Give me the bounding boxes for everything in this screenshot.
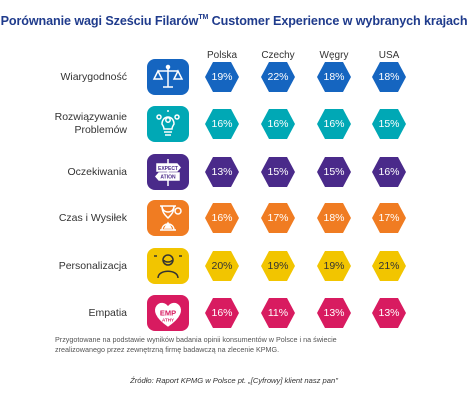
title-trademark: TM (198, 13, 209, 21)
value-label: 19% (211, 71, 233, 83)
value-label: 18% (323, 212, 345, 224)
column-header-węgry: Węgry (319, 50, 349, 61)
column-header-usa: USA (378, 50, 400, 61)
methodology-note: Przygotowane na podstawie wyników badani… (55, 335, 337, 354)
value-label: 19% (323, 260, 345, 272)
title-rest: Customer Experience w wybranych krajach (208, 14, 468, 28)
title-main: Porównanie wagi Sześciu Filarów (0, 14, 199, 28)
column-header-czechy: Czechy (261, 50, 295, 61)
value-hexagon: 13% (371, 297, 407, 329)
value-label: 16% (211, 212, 233, 224)
value-hexagon: 16% (260, 108, 296, 140)
person-icon (146, 247, 190, 285)
value-hexagon: 21% (371, 250, 407, 282)
chart-title: Porównanie wagi Sześciu FilarówTM Custom… (0, 14, 468, 28)
value-hexagon: 18% (316, 202, 352, 234)
value-hexagon: 16% (371, 156, 407, 188)
row-label: Rozwiązywanie Problemów (54, 111, 127, 136)
value-label: 16% (211, 307, 233, 319)
value-hexagon: 17% (371, 202, 407, 234)
row-label: Oczekiwania (67, 165, 127, 178)
value-label: 13% (378, 307, 400, 319)
value-label: 13% (211, 166, 233, 178)
value-label: 20% (211, 260, 233, 272)
expectation-signpost-icon: EXPECT ATION (146, 153, 190, 191)
value-label: 15% (378, 118, 400, 130)
row-label: Wiarygodność (60, 70, 127, 83)
value-label: 13% (323, 307, 345, 319)
value-hexagon: 16% (204, 202, 240, 234)
value-label: 15% (267, 166, 289, 178)
value-label: 16% (323, 118, 345, 130)
value-hexagon: 19% (316, 250, 352, 282)
column-header-polska: Polska (206, 50, 237, 61)
value-label: 17% (267, 212, 289, 224)
value-label: 18% (378, 71, 400, 83)
lightbulb-gears-icon (146, 105, 190, 143)
value-label: 11% (267, 307, 289, 319)
value-hexagon: 18% (316, 61, 352, 93)
value-label: 16% (211, 118, 233, 130)
value-hexagon: 22% (260, 61, 296, 93)
value-label: 19% (267, 260, 289, 272)
row-label: Personalizacja (58, 259, 127, 272)
value-hexagon: 17% (260, 202, 296, 234)
svg-text:ATION: ATION (160, 175, 176, 181)
value-hexagon: 19% (204, 61, 240, 93)
value-label: 17% (378, 212, 400, 224)
value-label: 22% (267, 71, 289, 83)
svg-text:EMP: EMP (160, 309, 176, 318)
value-label: 18% (323, 71, 345, 83)
svg-text:EXPECT: EXPECT (158, 166, 178, 172)
value-hexagon: 15% (371, 108, 407, 140)
value-hexagon: 13% (204, 156, 240, 188)
svg-text:ATHY: ATHY (162, 318, 174, 323)
value-hexagon: 11% (260, 297, 296, 329)
value-label: 16% (378, 166, 400, 178)
value-label: 21% (378, 260, 400, 272)
value-hexagon: 20% (204, 250, 240, 282)
hourglass-icon (146, 199, 190, 237)
value-hexagon: 16% (204, 108, 240, 140)
value-label: 15% (323, 166, 345, 178)
value-hexagon: 15% (260, 156, 296, 188)
value-hexagon: 16% (204, 297, 240, 329)
row-label: Empatia (88, 306, 127, 319)
value-hexagon: 19% (260, 250, 296, 282)
emp-heart-icon: EMP ATHY (146, 294, 190, 332)
value-hexagon: 15% (316, 156, 352, 188)
value-label: 16% (267, 118, 289, 130)
value-hexagon: 13% (316, 297, 352, 329)
source-citation: Źródło: Raport KPMG w Polsce pt. „[Cyfro… (130, 376, 338, 385)
value-hexagon: 16% (316, 108, 352, 140)
value-hexagon: 18% (371, 61, 407, 93)
row-label: Czas i Wysiłek (58, 211, 127, 224)
scales-icon (146, 58, 190, 96)
